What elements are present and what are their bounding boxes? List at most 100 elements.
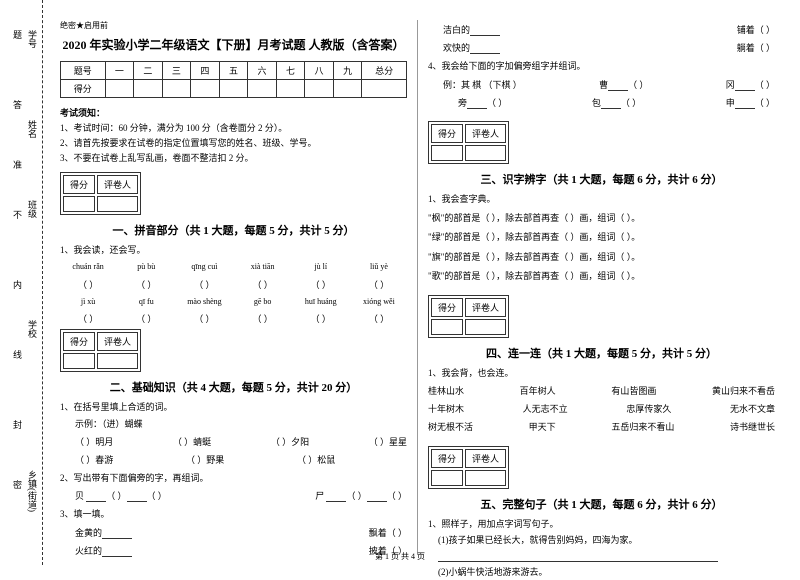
sb5-c1: 得分 [431,449,463,468]
pr2-5[interactable]: （ ） [351,311,407,327]
sb4-c2: 评卷人 [465,298,506,317]
st-c6[interactable] [248,80,277,98]
s3-r1[interactable]: "绿"的部首是（ ），除去部首再查（ ）画，组词（ ）。 [428,229,775,245]
s2-q4e-t: 申 [726,98,735,108]
s2-r1c[interactable]: （ ）夕阳 [271,434,309,450]
st-c4[interactable] [191,80,220,98]
s2-r1d[interactable]: （ ）星星 [369,434,407,450]
s2-q3e[interactable]: 洁白的 [443,22,500,38]
s4-01: 百年树人 [520,383,556,399]
pr1-0[interactable]: （ ） [60,277,116,293]
s3-ch0: 枫 [432,213,441,223]
s4-22: 五岳归来不看山 [611,419,674,435]
s2-q4a[interactable]: 曹（ ） [599,77,648,93]
st-h8: 八 [305,62,334,80]
section-box-5: 得分评卷人 [428,446,509,489]
s3-r3[interactable]: "歌"的部首是（ ），除去部首再查（ ）画，组词（ ）。 [428,268,775,284]
st-h7: 七 [276,62,305,80]
bind-label-5: 乡镇(街道) [26,470,39,512]
sb5-e1[interactable] [431,470,463,486]
pr1-5[interactable]: （ ） [351,277,407,293]
s2-q2a[interactable]: 贝 （ ）（ ） [75,488,167,504]
s2-q4b-t: 冈 [726,80,735,90]
sb3-e2[interactable] [465,145,506,161]
st-c9[interactable] [333,80,362,98]
s2-r1a[interactable]: （ ）明月 [75,434,113,450]
s2-q4d[interactable]: 包（ ） [592,95,641,111]
s2-r2b[interactable]: （ ）野果 [186,452,224,468]
s4-q1: 1、我会背，也会连。 [428,365,775,381]
sb4-e2[interactable] [465,319,506,335]
s2-r2c[interactable]: （ ）松鼠 [297,452,335,468]
s2-q2b[interactable]: 尸 （ ）（ ） [315,488,407,504]
s3-t3-1: ）画，组词（ [570,232,624,242]
s4-12: 忠厚传家久 [626,401,671,417]
bind-mark-6: 线 [11,350,24,359]
st-c8[interactable] [305,80,334,98]
pr2-1[interactable]: （ ） [118,311,174,327]
s2-q3b[interactable]: 飘着（ ） [369,525,407,541]
s2-q3a[interactable]: 金黄的 [75,525,132,541]
s2-q4b[interactable]: 冈（ ） [726,77,775,93]
st-c2[interactable] [134,80,163,98]
pr1-3[interactable]: （ ） [235,277,291,293]
s2-q2-row: 贝 （ ）（ ） 尸 （ ）（ ） [75,488,407,504]
pr2-4[interactable]: （ ） [293,311,349,327]
s3-t1-3: 的部首是（ [444,271,489,281]
sb2-e2[interactable] [97,353,138,369]
s4-r2[interactable]: 树无根不活 甲天下 五岳归来不看山 诗书继世长 [428,419,775,435]
st-h3: 三 [162,62,191,80]
s3-t4-3: ）。 [627,271,641,281]
s3-ch1: 绿 [432,232,441,242]
sb1-e1[interactable] [63,196,95,212]
left-column: 绝密★启用前 2020 年实验小学二年级语文【下册】月考试题 人教版（含答案） … [50,20,418,555]
sb4-e1[interactable] [431,319,463,335]
py1-1: pù bù [118,260,174,274]
sb2-c2: 评卷人 [97,332,138,351]
st-c1[interactable] [105,80,134,98]
s2-q3h[interactable]: 躺着（ ） [737,40,775,56]
instructions: 考试须知： 1、考试时间：60 分钟，满分为 100 分（含卷面分 2 分）。 … [60,106,407,164]
s2-q3f[interactable]: 铺着（ ） [737,22,775,38]
s4-02: 有山皆图画 [611,383,656,399]
s2-q3g[interactable]: 欢快的 [443,40,500,56]
pr1-1[interactable]: （ ） [118,277,174,293]
s2-title: 二、基础知识（共 4 大题，每题 5 分，共计 20 分） [60,379,407,395]
s4-r1[interactable]: 十年树木 人无志不立 忠厚传家久 无水不文章 [428,401,775,417]
s2-q2a-char: 贝 [75,491,84,501]
sb2-e1[interactable] [63,353,95,369]
s2-q4: 4、我会给下面的字加偏旁组字并组词。 [428,58,775,74]
st-c7[interactable] [276,80,305,98]
pinyin-row-2: jì xù qī fu mào shèng gē bo huī huáng xi… [60,295,407,309]
s2-r2a[interactable]: （ ）春游 [75,452,113,468]
s4-r0[interactable]: 桂林山水 百年树人 有山皆图画 黄山归来不看岳 [428,383,775,399]
s3-r0[interactable]: "枫"的部首是（ ），除去部首再查（ ）画，组词（ ）。 [428,210,775,226]
sb1-e2[interactable] [97,196,138,212]
pr2-0[interactable]: （ ） [60,311,116,327]
st-c10[interactable] [362,80,407,98]
st-h1: 一 [105,62,134,80]
s3-r2[interactable]: "旗"的部首是（ ），除去部首再查（ ）画，组词（ ）。 [428,249,775,265]
s5-content: 1、照样子，用加点字词写句子。 (1)孩子如果已经长大，就得告别妈妈，四海为家。… [428,516,775,580]
s2-ex: 示例：（进）蝴蝶 [75,416,407,432]
st-c5[interactable] [219,80,248,98]
st-c3[interactable] [162,80,191,98]
pr2-3[interactable]: （ ） [235,311,291,327]
s3-t4-2: ）。 [627,252,641,262]
s2-q4e[interactable]: 申（ ） [726,95,775,111]
bind-mark-5: 内 [11,280,24,289]
pr1-2[interactable]: （ ） [176,277,232,293]
sb5-e2[interactable] [465,470,506,486]
bind-mark-8: 密 [11,480,24,489]
st-h9: 九 [333,62,362,80]
sb3-e1[interactable] [431,145,463,161]
instr-1: 1、考试时间：60 分钟，满分为 100 分（含卷面分 2 分）。 [60,121,407,134]
instr-3: 3、不要在试卷上乱写乱画，卷面不整洁扣 2 分。 [60,151,407,164]
pr1-4[interactable]: （ ） [293,277,349,293]
pr2-2[interactable]: （ ） [176,311,232,327]
bind-label-2: 姓名 [26,120,39,138]
s2-q3-r3: 洁白的 铺着（ ） [443,22,775,38]
s2-q4c[interactable]: 旁（ ） [458,95,507,111]
s2-r1b[interactable]: （ ）蜻蜓 [173,434,211,450]
sb1-c1: 得分 [63,175,95,194]
